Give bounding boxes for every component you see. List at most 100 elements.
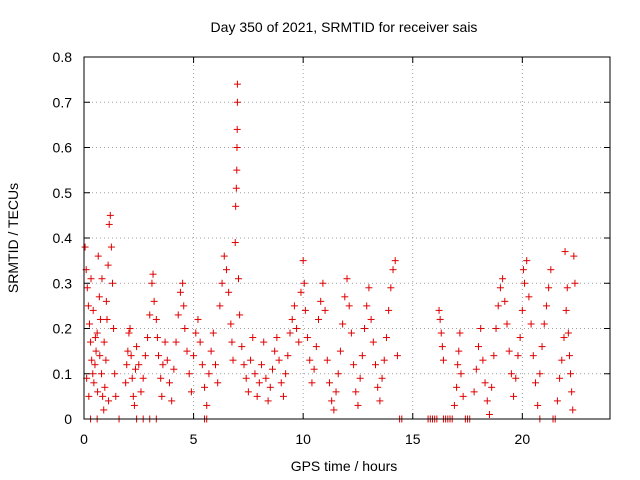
data-point <box>345 302 353 310</box>
data-point <box>100 338 108 346</box>
data-point <box>91 334 99 342</box>
data-point <box>459 392 467 400</box>
data-point <box>376 397 384 405</box>
data-point <box>89 370 97 378</box>
data-point <box>323 356 331 364</box>
data-point <box>141 352 149 360</box>
data-point <box>341 293 349 301</box>
data-point <box>571 279 579 287</box>
data-point <box>334 370 342 378</box>
data-point <box>111 370 119 378</box>
data-point <box>343 275 351 283</box>
data-point <box>339 320 347 328</box>
data-point <box>518 306 526 314</box>
data-point <box>534 401 542 409</box>
data-point <box>475 343 482 351</box>
data-point <box>277 379 285 387</box>
data-point <box>233 80 241 88</box>
data-point <box>101 383 109 391</box>
data-point <box>310 365 318 373</box>
data-point <box>286 329 294 337</box>
data-point <box>170 365 178 373</box>
data-point <box>176 288 184 296</box>
data-point <box>229 356 237 364</box>
data-point <box>273 334 281 342</box>
data-point <box>570 252 578 260</box>
y-axis-label: SRMTID / TECUs <box>5 183 21 293</box>
data-point <box>284 352 292 360</box>
data-point <box>88 356 96 364</box>
data-point <box>133 343 141 351</box>
data-point <box>350 361 358 369</box>
data-point <box>104 261 112 269</box>
data-point <box>279 392 287 400</box>
data-point <box>288 315 296 323</box>
data-point <box>516 334 524 342</box>
data-point <box>99 392 107 400</box>
data-point <box>236 311 244 319</box>
data-point <box>165 379 173 387</box>
data-point <box>240 361 248 369</box>
data-point <box>325 379 333 387</box>
data-point <box>450 401 458 409</box>
data-point <box>108 279 116 287</box>
data-point <box>505 347 513 355</box>
data-point <box>214 379 222 387</box>
data-point <box>437 329 445 337</box>
data-point <box>560 334 568 342</box>
data-point <box>95 293 103 301</box>
data-point <box>207 347 215 355</box>
data-point <box>391 257 399 265</box>
data-point <box>174 311 182 319</box>
data-point <box>315 315 323 323</box>
data-point <box>387 284 395 292</box>
data-point <box>470 388 478 396</box>
data-point <box>149 270 157 278</box>
data-point <box>150 297 158 305</box>
data-point <box>181 325 189 332</box>
data-point <box>501 297 509 305</box>
data-point <box>472 365 480 373</box>
data-point <box>564 329 572 337</box>
data-point <box>258 361 266 369</box>
data-point <box>94 388 102 396</box>
data-point <box>301 306 309 314</box>
y-tick-label: 0.2 <box>53 321 73 337</box>
y-tick-label: 0.1 <box>53 366 73 382</box>
y-tick-label: 0.3 <box>53 275 73 291</box>
x-tick-label: 5 <box>190 431 198 447</box>
data-point <box>233 166 241 174</box>
data-point <box>510 392 518 400</box>
data-point <box>332 388 340 396</box>
data-point <box>172 338 180 346</box>
data-point <box>128 374 136 382</box>
data-point <box>198 361 206 369</box>
data-point <box>529 352 537 360</box>
data-point <box>266 383 274 391</box>
data-point <box>158 392 166 400</box>
data-point <box>85 392 93 400</box>
points-layer <box>81 80 579 423</box>
data-point <box>271 347 279 355</box>
data-point <box>102 356 110 364</box>
data-point <box>220 252 228 260</box>
data-point <box>98 275 106 283</box>
data-point <box>90 379 98 387</box>
data-point <box>238 343 246 351</box>
data-point <box>569 406 577 414</box>
data-point <box>553 397 561 405</box>
data-point <box>235 275 243 283</box>
data-point <box>255 379 263 387</box>
data-point <box>247 356 255 364</box>
data-point <box>106 211 114 219</box>
data-point <box>125 329 133 337</box>
data-point <box>227 320 235 328</box>
data-point <box>568 388 576 396</box>
data-point <box>378 374 386 382</box>
data-point <box>100 406 108 414</box>
y-tick-label: 0.6 <box>53 140 73 156</box>
data-point <box>556 374 564 382</box>
data-point <box>185 370 193 378</box>
data-point <box>435 306 443 314</box>
data-point <box>205 370 213 378</box>
